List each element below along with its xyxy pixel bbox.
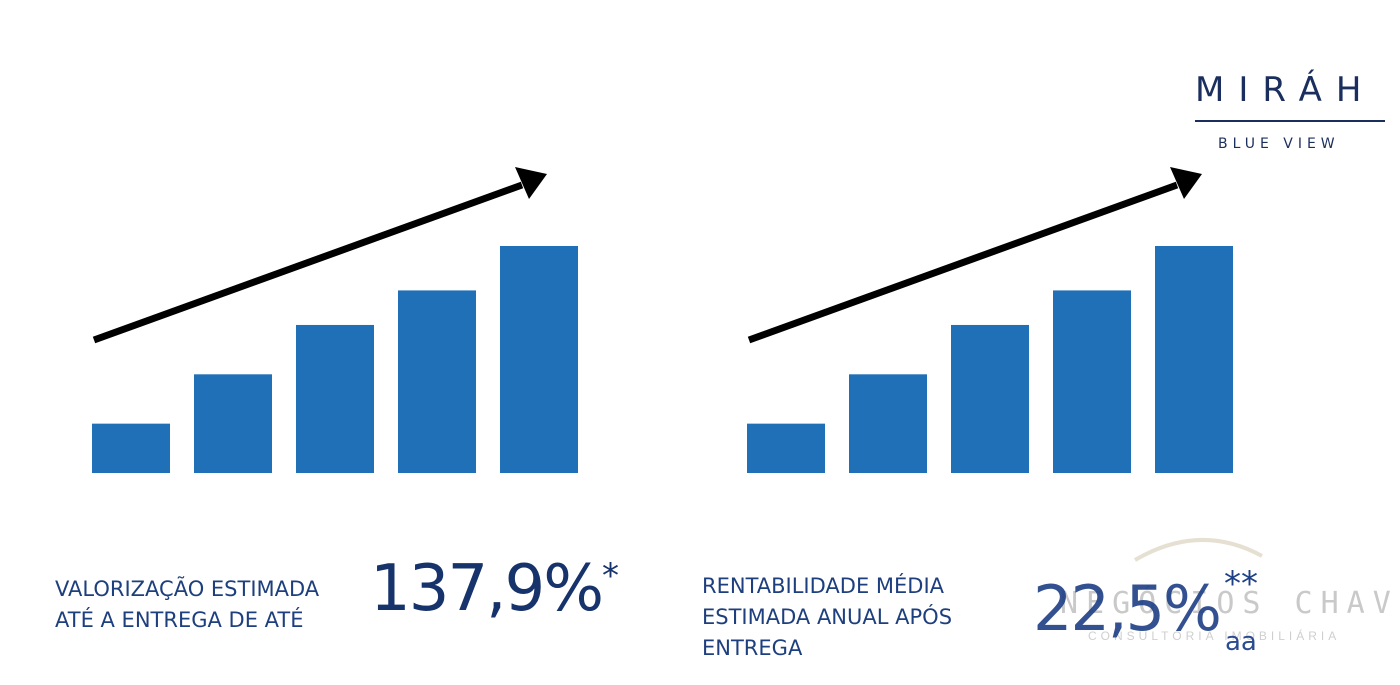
chart-bar — [747, 423, 825, 473]
chart-bar — [194, 374, 272, 473]
label-line: ESTIMADA ANUAL APÓS — [702, 605, 953, 629]
watermark-subtitle: CONSULTORIA IMOBILIÁRIA — [1088, 629, 1341, 643]
chart-bar — [1155, 246, 1233, 473]
brand-subtitle: BLUE VIEW — [1218, 136, 1340, 152]
chart-bar — [951, 324, 1029, 473]
rentabilidade-label: RENTABILIDADE MÉDIA ESTIMADA ANUAL APÓS … — [702, 571, 952, 664]
chart-bar — [398, 290, 476, 473]
label-line: ENTREGA — [702, 636, 803, 660]
watermark-title: NEGÓCIOS CHAVES — [1060, 586, 1400, 621]
chart-bar — [1053, 290, 1131, 473]
chart-bar — [296, 324, 374, 473]
chart-bar — [500, 246, 578, 473]
chart-bar — [92, 423, 170, 473]
label-line: ATÉ A ENTREGA DE ATÉ — [55, 608, 304, 632]
rentabilidade-suffix: aa — [1225, 627, 1257, 657]
value-number: 137,9% — [370, 552, 604, 626]
arrow-head-icon — [515, 167, 547, 199]
rentabilidade-marker: ** — [1224, 564, 1258, 604]
trend-arrow-line — [747, 181, 1179, 344]
arrow-head-icon — [1170, 167, 1202, 199]
valorizacao-label: VALORIZAÇÃO ESTIMADA ATÉ A ENTREGA DE AT… — [55, 574, 319, 636]
valorizacao-value: 137,9%* — [370, 552, 619, 626]
label-line: RENTABILIDADE MÉDIA — [702, 574, 945, 598]
label-line: VALORIZAÇÃO ESTIMADA — [55, 577, 320, 601]
value-marker: * — [602, 556, 620, 596]
brand-logo: MIRÁH — [1195, 70, 1376, 110]
trend-arrow-line — [92, 181, 524, 344]
chart-bar — [849, 374, 927, 473]
logo-divider — [1195, 120, 1385, 122]
rentabilidade-value: 22,5% — [1033, 572, 1222, 645]
